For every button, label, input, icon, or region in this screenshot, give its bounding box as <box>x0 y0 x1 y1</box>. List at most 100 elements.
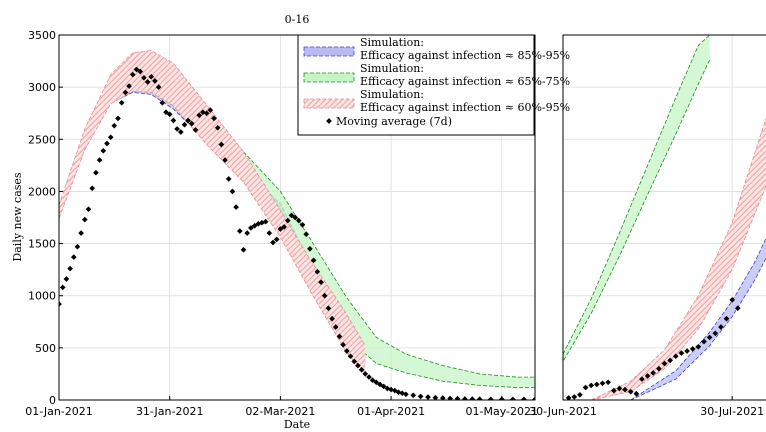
data-point <box>196 112 203 119</box>
data-point <box>284 217 291 224</box>
data-point <box>358 366 365 373</box>
legend: Simulation:Efficacy against infection ≈ … <box>297 34 570 136</box>
data-point <box>329 315 335 322</box>
plot-frame-0 <box>58 34 536 401</box>
data-point <box>96 157 103 163</box>
data-point <box>89 185 96 192</box>
data-point <box>410 392 417 399</box>
legend-label: Efficacy against infection ≈ 65%-75% <box>360 75 570 88</box>
legend-entry-2: Simulation:Efficacy against infection ≈ … <box>303 88 570 114</box>
x-tick-label: 01-May-2021 <box>466 405 538 418</box>
data-point <box>225 176 232 182</box>
data-point <box>159 99 166 106</box>
data-point <box>340 341 346 348</box>
data-point <box>622 386 628 393</box>
data-point <box>129 71 136 78</box>
x-tick-label: 30-Jun-2021 <box>529 405 597 418</box>
data-point <box>270 239 276 246</box>
y-tick-label: 3000 <box>28 81 56 94</box>
x-tick-label: 01-Jan-2021 <box>25 405 93 418</box>
data-point <box>155 84 162 90</box>
y-tick-label: 500 <box>35 342 56 355</box>
data-point <box>244 230 251 236</box>
data-point <box>273 236 280 243</box>
y-tick-label: 1000 <box>28 290 56 303</box>
data-point <box>605 379 611 386</box>
band-1-1 <box>563 35 710 362</box>
data-point <box>295 217 302 224</box>
data-point <box>141 74 147 81</box>
data-point <box>432 394 439 400</box>
data-point <box>610 387 617 394</box>
band-upper-0-2 <box>59 50 366 347</box>
chart-title: 0-16 <box>285 13 310 26</box>
y-axis-label: Daily new cases <box>11 172 24 262</box>
band-upper-1-0 <box>630 238 766 400</box>
data-point <box>454 395 461 400</box>
data-point <box>318 279 324 286</box>
band-0-1 <box>59 56 535 388</box>
x-ticks-1: 30-Jun-2021 30-Jul-2021 <box>529 396 764 418</box>
band-upper-1-1 <box>563 35 710 355</box>
data-point <box>362 371 369 377</box>
data-point <box>369 377 376 384</box>
data-point <box>104 140 110 147</box>
data-point <box>222 157 228 163</box>
legend-swatch <box>303 46 355 57</box>
data-point <box>81 216 88 223</box>
data-point <box>63 276 70 282</box>
data-point <box>107 134 114 141</box>
legend-entry-0: Simulation:Efficacy against infection ≈ … <box>303 36 570 62</box>
data-point <box>78 230 84 236</box>
legend-marker <box>326 118 332 124</box>
data-point <box>678 350 685 356</box>
data-point <box>148 73 155 80</box>
data-point <box>593 381 600 388</box>
legend-entry-1: Simulation:Efficacy against infection ≈ … <box>303 62 570 88</box>
data-point <box>299 221 306 228</box>
data-point <box>122 89 129 96</box>
band-1-2 <box>591 118 766 400</box>
data-point <box>174 126 180 132</box>
data-point <box>355 362 361 369</box>
data-point <box>347 353 354 360</box>
band-upper-1-2 <box>591 118 766 400</box>
band-lower-0-2 <box>59 90 366 374</box>
data-point <box>277 226 284 232</box>
data-point <box>373 379 380 386</box>
points-0 <box>59 66 535 400</box>
data-point <box>185 117 191 124</box>
data-point <box>672 353 679 360</box>
data-point <box>207 107 214 113</box>
data-point <box>111 122 118 129</box>
x-axis-label: Date <box>284 418 310 431</box>
data-point <box>656 365 662 372</box>
x-tick-label: 02-Mar-2021 <box>245 405 315 418</box>
data-point <box>281 224 287 230</box>
data-point <box>163 109 169 116</box>
bands-0 <box>59 50 535 388</box>
data-point <box>325 305 332 312</box>
data-point <box>211 115 217 122</box>
y-tick-label: 2000 <box>28 185 56 198</box>
legend-label: Efficacy against infection ≈ 85%-95% <box>360 49 570 62</box>
data-point <box>510 396 516 400</box>
data-point <box>487 396 494 400</box>
data-point <box>650 370 657 376</box>
data-point <box>118 99 125 106</box>
data-point <box>577 391 583 398</box>
bands-1 <box>563 35 766 400</box>
data-point <box>476 396 483 400</box>
data-point <box>262 218 269 225</box>
data-point <box>336 333 343 340</box>
data-point <box>85 206 92 213</box>
band-lower-1-1 <box>563 59 710 362</box>
data-point <box>74 243 81 250</box>
x-ticks-0: 01-Jan-2021 31-Jan-2021 02-Mar-2021 01-Apr-… <box>25 396 538 418</box>
data-point <box>695 343 702 350</box>
data-point <box>292 214 299 221</box>
data-point <box>661 360 668 367</box>
data-point <box>706 334 713 341</box>
data-point <box>214 124 221 131</box>
